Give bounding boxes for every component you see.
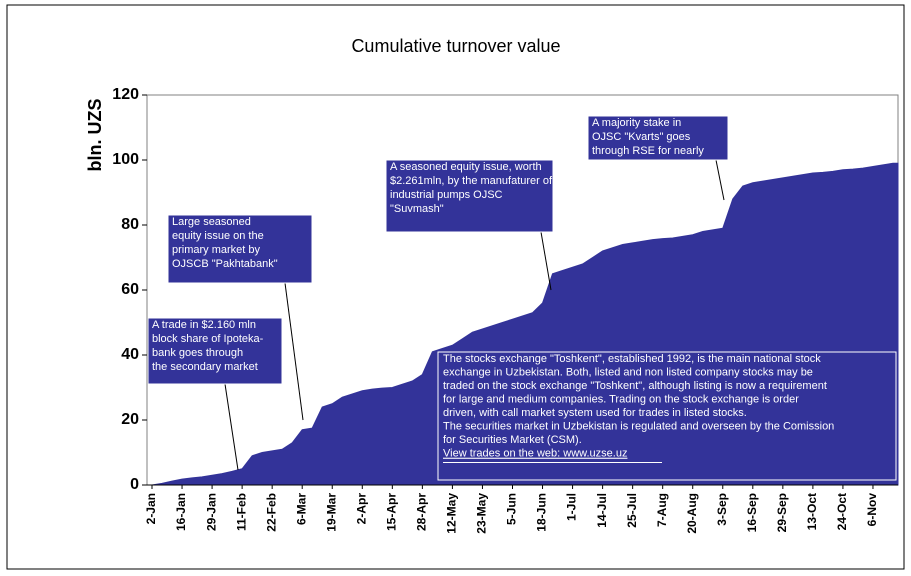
x-tick-label: 28-Apr (415, 493, 429, 531)
annotation: A trade in $2.160 mln block share of Ipot… (152, 319, 264, 373)
x-tick-label: 22-Feb (264, 493, 278, 532)
x-tick-label: 29-Jan (204, 493, 218, 531)
y-tick-label: 100 (112, 151, 139, 168)
annotation-text: equity issue on the (172, 230, 264, 242)
x-tick-label: 5-Jun (505, 493, 519, 525)
x-tick-label: 2-Apr (354, 493, 368, 525)
x-tick-label: 12-May (445, 493, 459, 534)
note-box (437, 351, 897, 481)
x-tick-label: 2-Jan (144, 493, 158, 524)
annotation-text: industrial pumps OJSC (390, 189, 503, 201)
annotation-text: bank goes through (152, 347, 243, 359)
note-text: The securities market in Uzbekistan is r… (443, 421, 834, 433)
annotation-text: OJSC "Kvarts" goes (592, 131, 691, 143)
annotation-text: A trade in $2.160 mln (152, 319, 256, 331)
x-tick-label: 6-Mar (294, 493, 308, 525)
annotation-text: block share of Ipoteka- (152, 333, 264, 345)
annotation-text: OJSCB "Pakhtabank" (172, 258, 278, 270)
annotation-text: A majority stake in (592, 117, 681, 129)
x-tick-label: 29-Sep (775, 493, 789, 532)
annotation-text: through RSE for nearly (592, 145, 704, 157)
x-tick-label: 13-Oct (805, 493, 819, 530)
note-text: for Securities Market (CSM). (443, 434, 582, 446)
y-tick-label: 60 (121, 281, 139, 298)
note-text: The stocks exchange "Toshkent", establis… (443, 353, 821, 365)
note-text: exchange in Uzbekistan. Both, listed and… (443, 367, 813, 379)
annotation-text: $2.261mln, by the manufaturer of (390, 175, 553, 187)
annotation-text: "Suvmash" (390, 203, 444, 215)
annotation-arrow (284, 282, 304, 421)
y-tick-label: 0 (130, 476, 139, 493)
x-tick-label: 24-Oct (835, 493, 849, 530)
annotation-box (167, 214, 313, 284)
chart-title: Cumulative turnover value (351, 36, 560, 56)
annotation-text: A seasoned equity issue, worth (390, 161, 542, 173)
x-tick-label: 18-Jun (535, 493, 549, 532)
annotation-text: primary market by (172, 244, 261, 256)
x-tick-label: 11-Feb (234, 493, 248, 531)
x-tick-label: 14-Jul (595, 493, 609, 528)
x-tick-label: 19-Mar (324, 493, 338, 532)
annotation-arrow (715, 159, 725, 201)
note-text: driven, with call market system used for… (443, 407, 747, 419)
y-tick-label: 40 (121, 346, 139, 363)
x-tick-label: 1-Jul (565, 493, 579, 521)
x-tick-label: 23-May (475, 493, 489, 534)
y-tick-label: 120 (112, 86, 139, 103)
annotation-arrow (224, 383, 239, 471)
x-tick-label: 15-Apr (384, 493, 398, 531)
annotation-box (587, 115, 729, 161)
annotation-arrow (540, 231, 552, 291)
x-tick-label: 6-Nov (865, 493, 879, 527)
annotation: Large seasoned equity issue on the primary… (172, 216, 278, 270)
x-tick-label: 16-Jan (174, 493, 188, 531)
annotation-text: the secondary market (152, 361, 258, 373)
annotation-box (385, 159, 554, 233)
annotation-box (147, 317, 283, 385)
x-tick-label: 25-Jul (625, 493, 639, 528)
note-text: for large and medium companies. Trading … (443, 394, 799, 406)
x-tick-label: 16-Sep (745, 493, 759, 532)
annotation: A seasoned equity issue, worth $2.261mln,… (390, 161, 553, 215)
annotation-text: Large seasoned (172, 216, 251, 228)
note-text: traded on the stock exchange "Toshkent",… (443, 380, 827, 392)
x-tick-label: 3-Sep (715, 493, 729, 526)
annotation: A majority stake in OJSC "Kvarts" goes thr… (592, 117, 704, 157)
y-tick-label: 20 (121, 411, 139, 428)
y-tick-label: 80 (121, 216, 139, 233)
y-axis-label: bln. UZS (85, 99, 105, 172)
x-tick-label: 20-Aug (685, 493, 699, 534)
note-link: View trades on the web: www.uzse.uz (443, 448, 627, 460)
x-tick-label: 7-Aug (655, 493, 669, 527)
